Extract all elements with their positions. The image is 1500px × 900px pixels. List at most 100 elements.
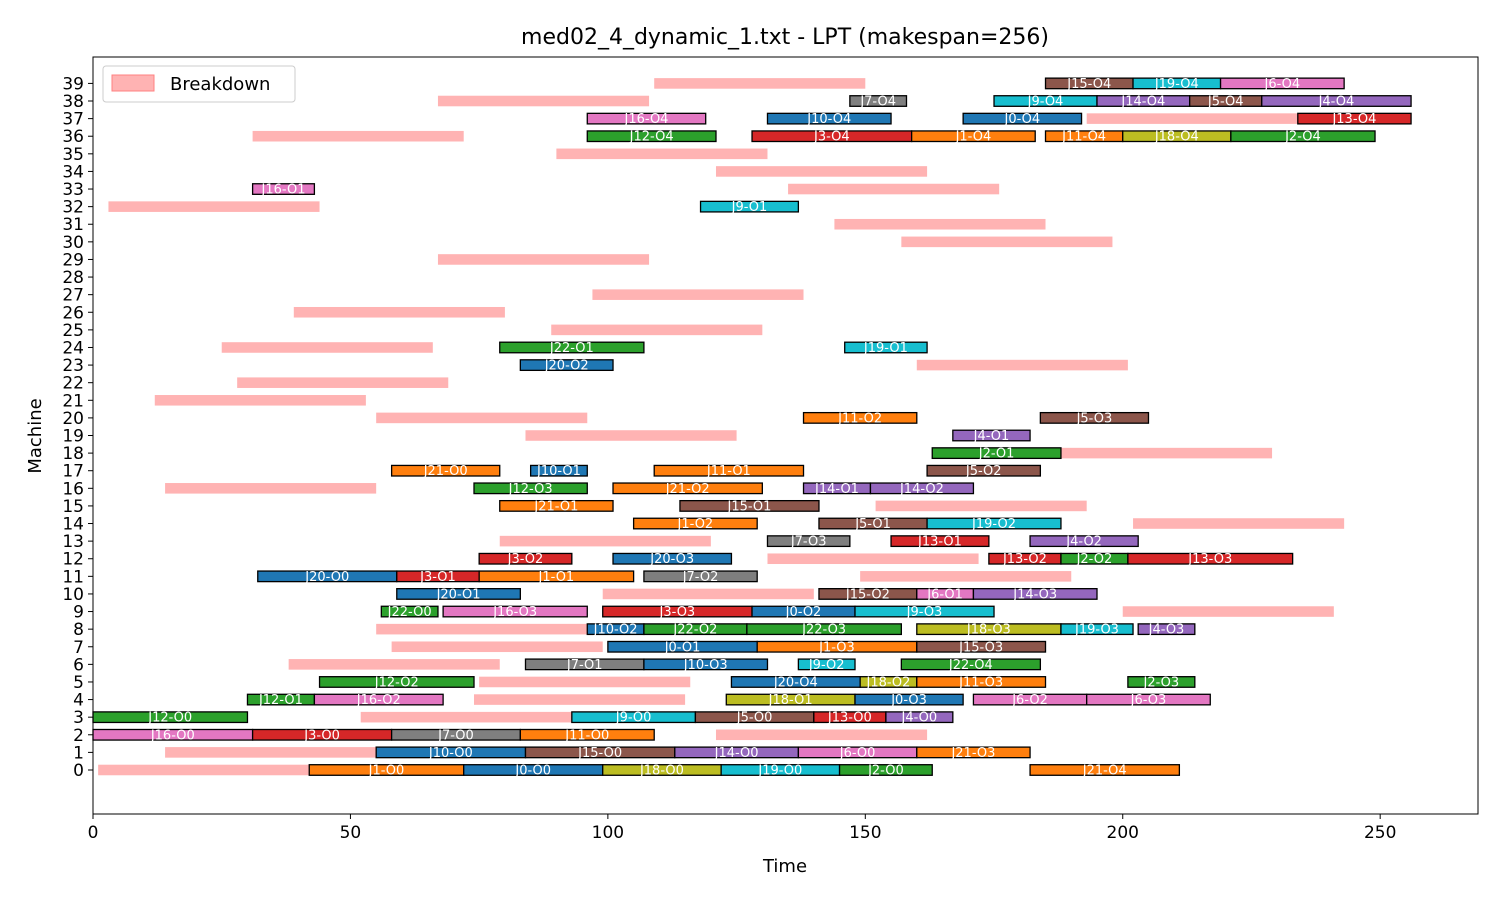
operation-label: J11-O3: [958, 675, 1003, 690]
operation-label: J18-O4: [1154, 130, 1199, 145]
breakdown-bar: [376, 412, 588, 424]
operation-bar: [643, 658, 769, 671]
operation-bar: [931, 447, 1062, 460]
operation-label: J14-O4: [1120, 95, 1165, 110]
y-tick-label: 27: [62, 286, 84, 306]
operation-bar: [916, 640, 1047, 653]
operation-label: J7-O0: [437, 728, 474, 743]
operation-bar: [797, 658, 856, 671]
y-tick-label: 24: [62, 338, 84, 358]
operation-bar: [1137, 623, 1196, 636]
operation-label: J20-O3: [649, 552, 694, 567]
operation-label: J16-O4: [624, 112, 669, 127]
operation-label: J7-O1: [566, 658, 603, 673]
operation-bar: [313, 693, 444, 706]
operation-bar: [890, 535, 990, 548]
operation-label: J14-O3: [1012, 587, 1057, 602]
operation-label: J3-O3: [659, 605, 696, 620]
y-tick-label: 36: [62, 127, 84, 147]
operation-bar: [766, 112, 892, 125]
operation-label: J20-O1: [436, 587, 481, 602]
operation-label: J12-O3: [508, 482, 553, 497]
operation-label: J11-O2: [837, 411, 882, 426]
y-tick-label: 14: [62, 515, 84, 535]
operation-label: J13-O4: [1331, 112, 1376, 127]
operation-label: J7-O3: [790, 535, 827, 550]
operation-bar: [1219, 77, 1345, 90]
y-tick-label: 12: [62, 550, 84, 570]
y-tick-label: 18: [62, 444, 84, 464]
operation-label: J13-O2: [1002, 552, 1047, 567]
operation-label: J19-O3: [1074, 623, 1119, 638]
y-tick-label: 29: [62, 250, 84, 270]
legend-breakdown-label: Breakdown: [170, 74, 270, 95]
breakdown-bar: [715, 166, 928, 177]
operation-bar: [529, 464, 588, 477]
operation-bar: [962, 112, 1083, 125]
operation-label: J16-O2: [356, 693, 401, 708]
operation-label: J19-O0: [757, 763, 802, 778]
operation-label: J14-O1: [814, 482, 859, 497]
breakdown-bar: [916, 359, 1128, 371]
operation-label: J21-O0: [423, 464, 468, 479]
y-tick-label: 1: [73, 743, 84, 763]
operation-label: J5-O1: [854, 517, 891, 532]
operation-label: J2-O3: [1143, 675, 1180, 690]
operation-bar: [519, 728, 655, 741]
operation-bar: [1297, 112, 1412, 125]
breakdown-bar: [875, 500, 1087, 512]
operation-label: J22-O3: [801, 623, 846, 638]
breakdown-bar: [860, 571, 1072, 582]
operation-label: J9-O0: [615, 711, 652, 726]
operation-label: J9-O4: [1027, 95, 1064, 110]
operation-label: J14-O2: [899, 482, 944, 497]
x-tick-label: 0: [88, 823, 99, 843]
operation-bar: [1261, 95, 1412, 107]
operation-bar: [854, 605, 995, 618]
operation-label: J18-O0: [639, 763, 684, 778]
operation-label: J15-O3: [958, 640, 1003, 655]
y-tick-label: 13: [62, 532, 84, 552]
breakdown-bar: [437, 95, 650, 107]
operation-label: J1-O1: [538, 570, 575, 585]
breakdown-bar: [1086, 113, 1298, 124]
operation-bar: [1127, 552, 1294, 565]
operation-label: J1-O3: [818, 640, 855, 655]
operation-label: J5-O4: [1207, 95, 1244, 110]
y-tick-label: 15: [62, 497, 84, 517]
breakdown-bar: [474, 694, 686, 705]
operation-label: J21-O4: [1082, 763, 1127, 778]
operation-bar: [478, 570, 635, 583]
legend: Breakdown: [102, 65, 296, 103]
operation-bar: [952, 429, 1031, 442]
operation-label: J14-O0: [714, 746, 759, 761]
operation-label: J16-O0: [150, 728, 195, 743]
y-tick-label: 30: [62, 233, 84, 253]
operation-label: J18-O2: [866, 675, 911, 690]
y-tick-label: 33: [62, 180, 84, 200]
breakdown-bar: [293, 306, 505, 318]
y-tick-label: 2: [73, 726, 84, 746]
operation-label: J16-O3: [492, 605, 537, 620]
operation-label: J12-O0: [147, 711, 192, 726]
operation-label: J9-O1: [731, 200, 768, 215]
y-tick-label: 4: [73, 691, 84, 711]
y-axis-label: Machine: [25, 398, 46, 473]
x-axis-label: Time: [762, 856, 807, 877]
operation-bar: [900, 658, 1042, 671]
x-tick-label: 200: [1107, 823, 1139, 843]
operation-label: J15-O2: [845, 587, 890, 602]
breakdown-bar: [834, 218, 1046, 230]
operation-bar: [612, 482, 763, 495]
x-tick-label: 250: [1364, 823, 1396, 843]
operation-label: J6-O2: [1011, 693, 1048, 708]
breakdown-bar: [767, 553, 979, 565]
operation-label: J11-O0: [564, 728, 609, 743]
y-tick-label: 39: [62, 74, 84, 94]
breakdown-bar: [788, 183, 1000, 195]
operation-label: J0-O2: [785, 605, 822, 620]
y-tick-label: 22: [62, 374, 84, 394]
y-tick-label: 34: [62, 162, 84, 182]
breakdown-bar: [165, 747, 377, 758]
